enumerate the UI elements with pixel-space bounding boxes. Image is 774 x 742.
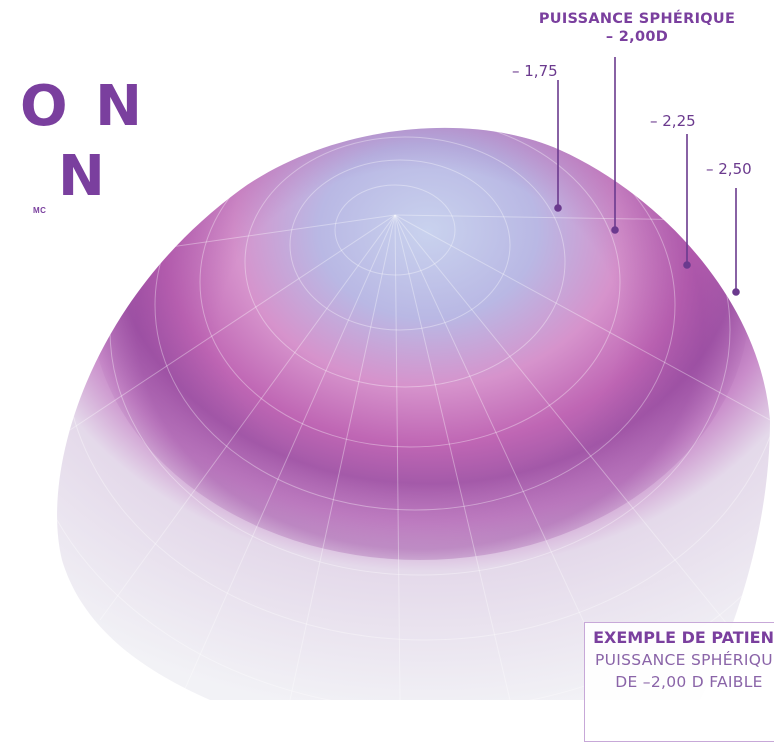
headline-line-2: N [58, 144, 109, 209]
spherical-power-title-line-1: PUISSANCE SPHÉRIQUE [538, 11, 736, 27]
contact-lens-illustration [57, 57, 771, 700]
power-label-minus-2-50: – 2,50 [706, 160, 752, 178]
patient-example-box: EXEMPLE DE PATIENT PUISSANCE SPHÉRIQUE D… [584, 622, 774, 742]
patient-example-line-1: PUISSANCE SPHÉRIQUE [595, 651, 774, 669]
patient-example-title: EXEMPLE DE PATIENT [593, 628, 774, 647]
trademark-mark: MC [33, 206, 47, 215]
patient-example-line-2: DE –2,00 D FAIBLE [615, 673, 763, 691]
power-label-minus-2-25: – 2,25 [650, 112, 696, 130]
contact-lens-icon [57, 57, 771, 700]
spherical-power-title-line-2: – 2,00D [605, 29, 669, 45]
headline-line-1: O N [20, 74, 146, 139]
power-label-minus-1-75: – 1,75 [512, 62, 558, 80]
spherical-power-title: PUISSANCE SPHÉRIQUE – 2,00D [500, 10, 774, 46]
